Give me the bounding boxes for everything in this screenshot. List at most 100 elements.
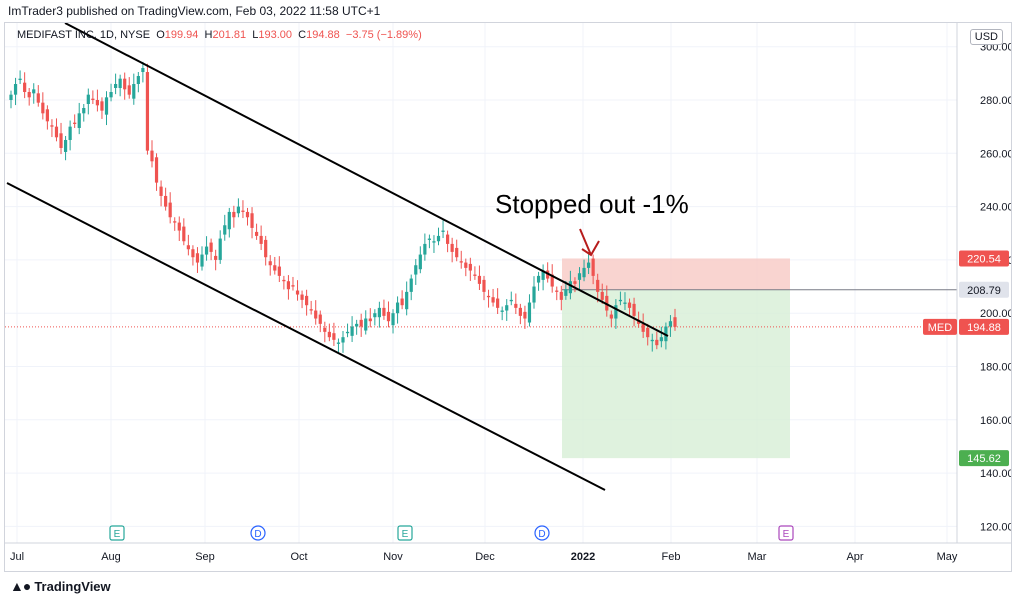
candle-body[interactable] bbox=[491, 297, 495, 303]
dividend-marker-icon[interactable] bbox=[534, 525, 550, 541]
candle-body[interactable] bbox=[314, 310, 318, 319]
currency-button[interactable]: USD bbox=[969, 29, 1003, 45]
candle-body[interactable] bbox=[609, 314, 613, 319]
candle-body[interactable] bbox=[91, 98, 95, 100]
candle-body[interactable] bbox=[145, 72, 150, 151]
candle-body[interactable] bbox=[464, 262, 468, 268]
candle-body[interactable] bbox=[646, 327, 650, 338]
candle-body[interactable] bbox=[327, 331, 331, 338]
candle-body[interactable] bbox=[536, 275, 541, 283]
candle-body[interactable] bbox=[345, 331, 350, 334]
dividend-marker-icon[interactable] bbox=[250, 525, 266, 541]
earnings-marker-icon[interactable] bbox=[109, 525, 125, 541]
candle-body[interactable] bbox=[191, 249, 195, 258]
candle-body[interactable] bbox=[518, 307, 522, 316]
candle-body[interactable] bbox=[432, 241, 436, 243]
candle-body[interactable] bbox=[259, 235, 263, 244]
price-chart[interactable]: Stopped out -1% 300.00280.00260.00240.00… bbox=[5, 23, 1011, 571]
candle-body[interactable] bbox=[423, 243, 427, 255]
candle-body[interactable] bbox=[386, 311, 391, 322]
footer-brand[interactable]: ▲● TradingView bbox=[10, 578, 111, 594]
candle-body[interactable] bbox=[436, 235, 441, 242]
candle-body[interactable] bbox=[305, 295, 309, 306]
candle-body[interactable] bbox=[164, 195, 168, 207]
candle-body[interactable] bbox=[118, 78, 122, 89]
candle-body[interactable] bbox=[273, 265, 277, 271]
candle-body[interactable] bbox=[9, 94, 13, 100]
candle-body[interactable] bbox=[618, 299, 623, 302]
candle-body[interactable] bbox=[668, 321, 673, 327]
candle-body[interactable] bbox=[336, 342, 341, 344]
candle-body[interactable] bbox=[127, 85, 131, 95]
candle-body[interactable] bbox=[104, 97, 109, 115]
candle-body[interactable] bbox=[446, 234, 450, 244]
candle-body[interactable] bbox=[168, 202, 172, 218]
candle-body[interactable] bbox=[77, 113, 81, 128]
candle-body[interactable] bbox=[509, 299, 513, 302]
candle-body[interactable] bbox=[41, 102, 45, 114]
candle-body[interactable] bbox=[59, 133, 63, 148]
candle-body[interactable] bbox=[277, 266, 281, 276]
candle-body[interactable] bbox=[173, 221, 177, 223]
candle-body[interactable] bbox=[50, 125, 54, 127]
candle-body[interactable] bbox=[523, 311, 527, 319]
candle-body[interactable] bbox=[209, 242, 213, 252]
candle-body[interactable] bbox=[450, 243, 454, 252]
candle-body[interactable] bbox=[223, 225, 227, 235]
candle-body[interactable] bbox=[405, 291, 409, 310]
candle-body[interactable] bbox=[596, 279, 600, 292]
candle-body[interactable] bbox=[45, 109, 49, 122]
candle-body[interactable] bbox=[36, 93, 40, 103]
candle-body[interactable] bbox=[300, 294, 304, 300]
candle-body[interactable] bbox=[364, 318, 368, 331]
candle-body[interactable] bbox=[659, 337, 663, 342]
stop-loss-zone[interactable] bbox=[562, 258, 790, 290]
candle-body[interactable] bbox=[132, 84, 136, 99]
candle-body[interactable] bbox=[214, 255, 218, 260]
candle-body[interactable] bbox=[114, 84, 118, 89]
candle-body[interactable] bbox=[673, 317, 677, 327]
candle-body[interactable] bbox=[655, 339, 659, 346]
candle-body[interactable] bbox=[27, 92, 31, 98]
candle-body[interactable] bbox=[54, 126, 59, 138]
candle-body[interactable] bbox=[623, 302, 627, 304]
candle-body[interactable] bbox=[400, 298, 404, 306]
candle-body[interactable] bbox=[236, 206, 240, 214]
candle-body[interactable] bbox=[632, 303, 636, 316]
candle-body[interactable] bbox=[268, 261, 272, 266]
candle-body[interactable] bbox=[100, 101, 104, 111]
candle-body[interactable] bbox=[455, 247, 459, 258]
candle-body[interactable] bbox=[141, 68, 145, 73]
candle-body[interactable] bbox=[586, 262, 591, 268]
candle-body[interactable] bbox=[641, 323, 645, 332]
candle-body[interactable] bbox=[359, 319, 363, 327]
candle-body[interactable] bbox=[409, 278, 413, 292]
earnings-marker-icon[interactable] bbox=[778, 525, 794, 541]
earnings-marker-icon[interactable] bbox=[397, 525, 413, 541]
candle-body[interactable] bbox=[332, 333, 336, 340]
candle-body[interactable] bbox=[582, 267, 586, 278]
candle-body[interactable] bbox=[245, 211, 250, 218]
candle-body[interactable] bbox=[323, 327, 327, 332]
candle-body[interactable] bbox=[282, 279, 286, 282]
candle-body[interactable] bbox=[614, 305, 618, 319]
candle-body[interactable] bbox=[459, 261, 463, 263]
candle-body[interactable] bbox=[250, 213, 254, 228]
candle-body[interactable] bbox=[341, 337, 345, 343]
candle-body[interactable] bbox=[600, 291, 604, 300]
candle-body[interactable] bbox=[505, 305, 509, 311]
candle-body[interactable] bbox=[86, 94, 90, 104]
candle-body[interactable] bbox=[32, 89, 36, 94]
candle-body[interactable] bbox=[186, 245, 190, 250]
candle-body[interactable] bbox=[414, 265, 418, 275]
candle-body[interactable] bbox=[227, 211, 231, 230]
candle-body[interactable] bbox=[241, 210, 245, 212]
candle-body[interactable] bbox=[291, 285, 295, 287]
candle-body[interactable] bbox=[204, 246, 209, 255]
candle-body[interactable] bbox=[264, 239, 268, 258]
candle-body[interactable] bbox=[177, 222, 181, 231]
candle-body[interactable] bbox=[395, 302, 400, 314]
candle-body[interactable] bbox=[541, 270, 545, 280]
candle-body[interactable] bbox=[82, 107, 86, 114]
candle-body[interactable] bbox=[68, 126, 72, 140]
